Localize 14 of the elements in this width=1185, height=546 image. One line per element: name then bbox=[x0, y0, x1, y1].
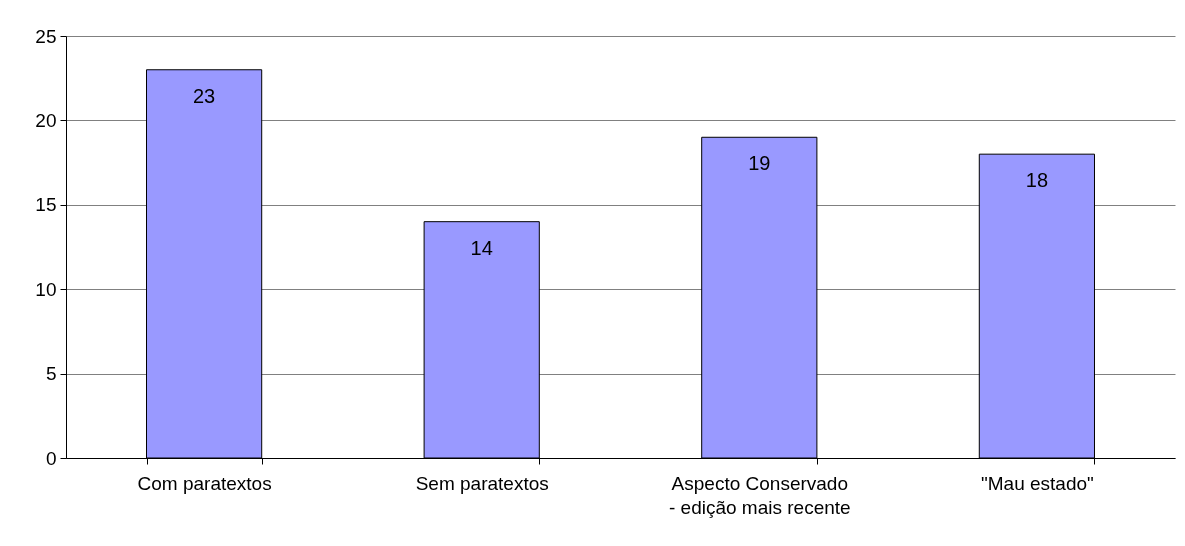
y-tick-label: 0 bbox=[45, 447, 57, 469]
y-tick-label: 25 bbox=[35, 25, 57, 47]
x-tick-label: Aspecto Conservado - edição mais recente bbox=[668, 472, 851, 518]
data-label: 23 bbox=[192, 84, 216, 107]
x-tick-label: "Mau estado" bbox=[981, 472, 1094, 494]
data-label: 14 bbox=[470, 236, 493, 259]
x-tick-label: Com paratextos bbox=[137, 472, 272, 494]
data-label: 18 bbox=[1025, 169, 1049, 192]
y-tick-label: 5 bbox=[45, 363, 57, 385]
y-tick-label: 15 bbox=[35, 194, 57, 216]
y-tick-label: 10 bbox=[35, 278, 57, 300]
y-tick-label: 20 bbox=[35, 109, 57, 131]
x-tick-label: Sem paratextos bbox=[415, 472, 549, 494]
data-label: 19 bbox=[748, 152, 771, 175]
